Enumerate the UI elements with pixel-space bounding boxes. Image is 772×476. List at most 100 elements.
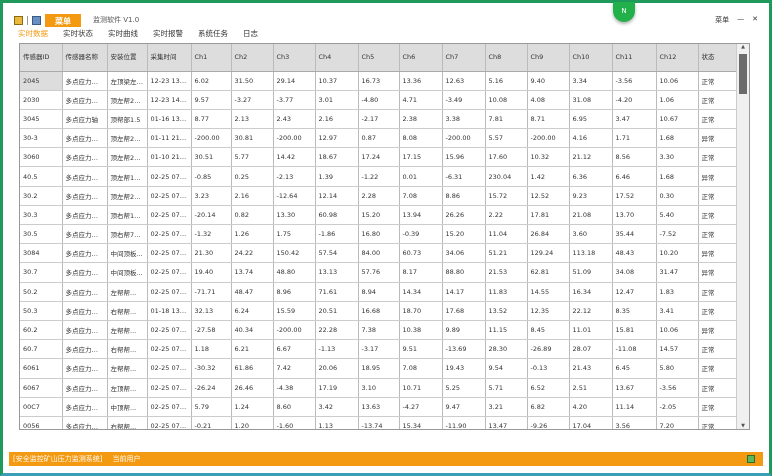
tab-realtime-status[interactable]: 实时状态 xyxy=(63,29,93,38)
table-cell: -3.77 xyxy=(273,90,316,110)
table-cell: -0.85 xyxy=(191,166,232,187)
tab-system-tasks[interactable]: 系统任务 xyxy=(198,29,228,38)
table-cell: 多点应力轴... xyxy=(62,243,108,264)
vertical-scrollbar[interactable]: ▲ ▼ xyxy=(736,44,749,429)
table-cell: 17.24 xyxy=(358,147,400,168)
column-header[interactable]: Ch6 xyxy=(399,44,443,72)
table-cell: 30-3 xyxy=(20,128,63,149)
table-cell: 多点应力轴... xyxy=(62,166,108,187)
tab-log[interactable]: 日志 xyxy=(243,29,258,38)
table-cell: 中间顶板... xyxy=(107,262,148,283)
column-header[interactable]: 采集时间 xyxy=(147,44,192,72)
table-cell: 16.68 xyxy=(358,301,400,321)
column-header[interactable]: Ch2 xyxy=(231,44,274,72)
minimize-button[interactable]: — xyxy=(737,15,745,23)
table-cell: 21.30 xyxy=(191,243,232,264)
scroll-up-icon[interactable]: ▲ xyxy=(741,44,745,50)
column-header[interactable]: Ch7 xyxy=(442,44,486,72)
resize-grip-icon[interactable] xyxy=(747,455,755,463)
close-button[interactable]: ✕ xyxy=(752,15,758,23)
column-header[interactable]: 传感器ID xyxy=(20,44,63,72)
table-cell: 13.70 xyxy=(612,205,657,226)
table-cell: 0.82 xyxy=(231,205,274,226)
column-header[interactable]: Ch8 xyxy=(485,44,528,72)
column-header[interactable]: Ch11 xyxy=(612,44,657,72)
column-header[interactable]: Ch1 xyxy=(191,44,232,72)
table-cell: 顶左帮2000... xyxy=(107,90,148,110)
tab-bar: 实时数据 实时状态 实时曲线 实时报警 系统任务 日志 xyxy=(18,28,258,39)
table-row[interactable]: 3045 多点应力轴 顶帮部1.5 01-16 13:46 8.77 2.13 2.43 2.… xyxy=(20,109,739,130)
tab-realtime-curve[interactable]: 实时曲线 xyxy=(108,29,138,38)
table-cell: 3.41 xyxy=(656,301,699,321)
table-cell: -3.56 xyxy=(656,378,699,398)
grid-icon[interactable] xyxy=(32,15,41,25)
column-header[interactable]: 传感器名称 xyxy=(62,44,108,72)
scroll-down-icon[interactable]: ▼ xyxy=(741,423,745,429)
table-cell: -200.00 xyxy=(191,128,232,149)
table-cell: 0.01 xyxy=(399,166,443,187)
tab-realtime-alarm[interactable]: 实时报警 xyxy=(153,29,183,38)
status-system: [安全监控矿山压力监测系统] xyxy=(13,455,103,463)
column-header[interactable]: Ch9 xyxy=(527,44,570,72)
table-cell: 中顶帮... xyxy=(107,397,148,417)
table-cell: 6.21 xyxy=(231,339,274,360)
table-cell: 多点应力轴... xyxy=(62,71,108,91)
menu-button[interactable]: 菜单 xyxy=(45,13,81,27)
table-cell: 0056 xyxy=(20,416,63,429)
table-cell: 16.34 xyxy=(569,282,613,302)
column-header[interactable]: Ch5 xyxy=(358,44,400,72)
table-row[interactable]: 2045 多点应力轴... 左顶梁左侧... 12-23 13:4... 6.02 31.… xyxy=(20,71,739,91)
table-cell: 11.83 xyxy=(485,282,528,302)
column-header[interactable]: Ch12 xyxy=(656,44,699,72)
column-header[interactable]: Ch10 xyxy=(569,44,613,72)
table-cell: 10.20 xyxy=(656,243,699,264)
table-cell: 5.77 xyxy=(231,147,274,168)
table-cell: -200.00 xyxy=(442,128,486,149)
settings-button[interactable]: 菜单 xyxy=(715,16,730,24)
table-cell: 01-11 21:4... xyxy=(147,128,192,149)
table-cell: 3.01 xyxy=(315,90,359,110)
table-cell: 左帮帮... xyxy=(107,282,148,302)
tab-realtime-data[interactable]: 实时数据 xyxy=(18,29,48,38)
table-cell: 40.5 xyxy=(20,166,63,187)
table-cell: 顶左帮2000... xyxy=(107,186,148,206)
app-title: 监测软件 V1.0 xyxy=(93,16,140,24)
column-header[interactable]: 安装位置 xyxy=(107,44,148,72)
table-cell: 8.08 xyxy=(399,128,443,149)
table-cell: 1.71 xyxy=(612,128,657,149)
table-cell: 5.71 xyxy=(485,378,528,398)
table-cell: 2.43 xyxy=(273,109,316,130)
column-header[interactable]: 状态 xyxy=(698,44,739,72)
column-header[interactable]: Ch4 xyxy=(315,44,359,72)
save-icon[interactable] xyxy=(14,15,23,25)
table-cell: -200.00 xyxy=(527,128,570,149)
table-cell: 多点应力轴... xyxy=(62,339,108,360)
table-cell: 2.28 xyxy=(358,186,400,206)
column-header[interactable]: Ch3 xyxy=(273,44,316,72)
table-cell: 左帮帮... xyxy=(107,358,148,379)
status-badge[interactable]: N xyxy=(613,2,635,22)
table-cell: 顶右帮750m... xyxy=(107,224,148,245)
table-cell: 21.43 xyxy=(569,358,613,379)
scrollbar-thumb[interactable] xyxy=(739,54,747,94)
table-cell: 18.67 xyxy=(315,147,359,168)
table-cell: 13.63 xyxy=(358,397,400,417)
